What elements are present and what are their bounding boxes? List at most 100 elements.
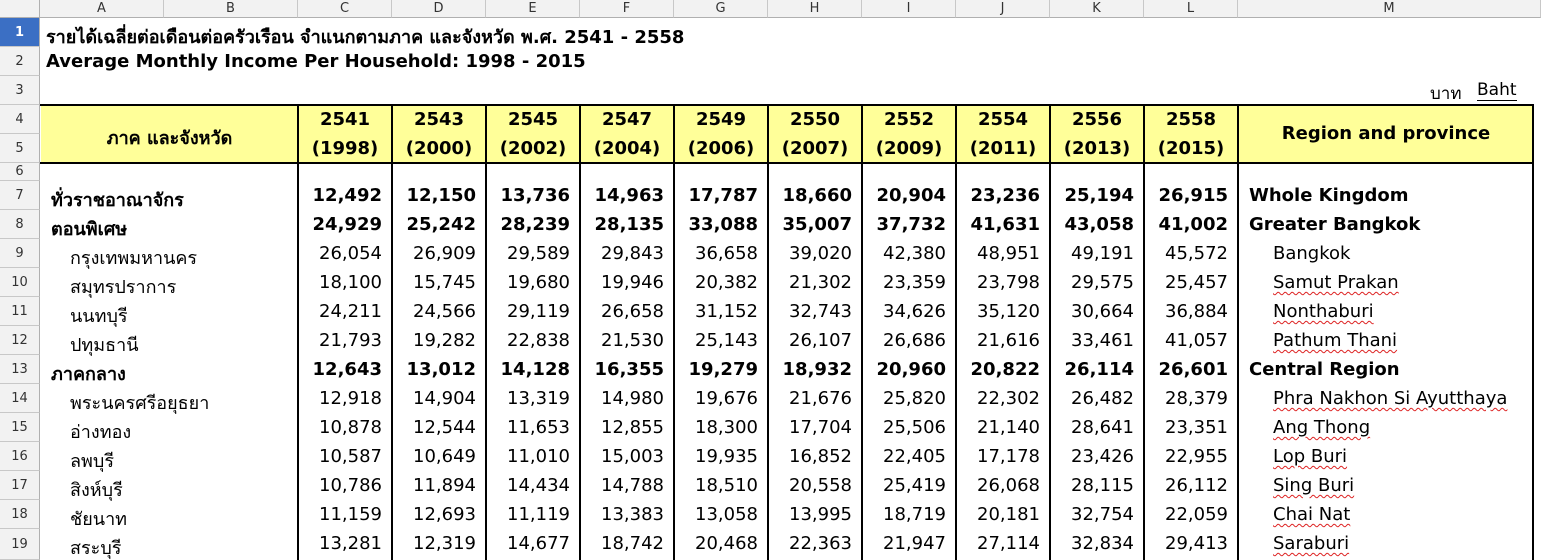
- row-header-11[interactable]: 11: [0, 297, 40, 326]
- value-cell[interactable]: 20,960: [876, 359, 946, 380]
- value-cell[interactable]: 20,558: [789, 475, 852, 496]
- value-cell[interactable]: 21,530: [601, 330, 664, 351]
- column-header-l[interactable]: L: [1144, 0, 1238, 18]
- value-cell[interactable]: 13,058: [695, 504, 758, 525]
- row-header-2[interactable]: 2: [0, 47, 40, 76]
- row-label-english[interactable]: Greater Bangkok: [1249, 214, 1421, 235]
- header-year-ce[interactable]: (1998): [311, 138, 379, 159]
- row-header-7[interactable]: 7: [0, 181, 40, 210]
- value-cell[interactable]: 15,745: [413, 272, 476, 293]
- row-label-thai[interactable]: กรุงเทพมหานคร: [70, 248, 198, 269]
- row-header-13[interactable]: 13: [0, 355, 40, 384]
- row-header-15[interactable]: 15: [0, 413, 40, 442]
- header-year-ce[interactable]: (2002): [499, 138, 567, 159]
- value-cell[interactable]: 32,754: [1071, 504, 1134, 525]
- row-label-english[interactable]: Sing Buri: [1273, 475, 1355, 496]
- row-header-1[interactable]: 1: [0, 18, 40, 47]
- value-cell[interactable]: 18,300: [695, 417, 758, 438]
- row-header-10[interactable]: 10: [0, 268, 40, 297]
- value-cell[interactable]: 18,742: [601, 533, 664, 554]
- value-cell[interactable]: 18,932: [782, 359, 852, 380]
- value-cell[interactable]: 48,951: [977, 243, 1040, 264]
- value-cell[interactable]: 23,236: [970, 185, 1040, 206]
- column-header-m[interactable]: M: [1238, 0, 1541, 18]
- row-header-8[interactable]: 8: [0, 210, 40, 239]
- value-cell[interactable]: 35,120: [977, 301, 1040, 322]
- row-label-english[interactable]: Chai Nat: [1273, 504, 1351, 525]
- row-label-english[interactable]: Samut Prakan: [1273, 272, 1399, 293]
- value-cell[interactable]: 14,434: [507, 475, 570, 496]
- value-cell[interactable]: 20,468: [695, 533, 758, 554]
- row-header-12[interactable]: 12: [0, 326, 40, 355]
- value-cell[interactable]: 18,719: [883, 504, 946, 525]
- row-label-thai[interactable]: ทั่วราชอาณาจักร: [51, 190, 184, 211]
- value-cell[interactable]: 11,159: [319, 504, 382, 525]
- row-label-thai[interactable]: อ่างทอง: [70, 422, 132, 443]
- header-year-be[interactable]: 2550: [789, 109, 841, 130]
- unit-english[interactable]: Baht: [1477, 80, 1517, 101]
- value-cell[interactable]: 26,068: [977, 475, 1040, 496]
- value-cell[interactable]: 28,115: [1071, 475, 1134, 496]
- value-cell[interactable]: 22,059: [1165, 504, 1228, 525]
- value-cell[interactable]: 16,355: [594, 359, 664, 380]
- value-cell[interactable]: 18,510: [695, 475, 758, 496]
- row-label-english[interactable]: Whole Kingdom: [1249, 185, 1409, 206]
- value-cell[interactable]: 18,100: [319, 272, 382, 293]
- header-year-ce[interactable]: (2009): [875, 138, 943, 159]
- header-region-thai[interactable]: ภาค และจังหวัด: [106, 128, 233, 149]
- value-cell[interactable]: 26,107: [789, 330, 852, 351]
- header-year-be[interactable]: 2541: [319, 109, 371, 130]
- row-label-thai[interactable]: ปทุมธานี: [70, 335, 139, 356]
- value-cell[interactable]: 22,955: [1165, 446, 1228, 467]
- value-cell[interactable]: 26,054: [319, 243, 382, 264]
- row-label-thai[interactable]: ชัยนาท: [70, 509, 128, 530]
- value-cell[interactable]: 25,143: [695, 330, 758, 351]
- value-cell[interactable]: 14,677: [507, 533, 570, 554]
- value-cell[interactable]: 42,380: [883, 243, 946, 264]
- unit-thai[interactable]: บาท: [1430, 84, 1462, 104]
- value-cell[interactable]: 21,947: [883, 533, 946, 554]
- value-cell[interactable]: 22,302: [977, 388, 1040, 409]
- value-cell[interactable]: 21,140: [977, 417, 1040, 438]
- row-label-thai[interactable]: ภาคกลาง: [51, 364, 126, 385]
- value-cell[interactable]: 24,929: [312, 214, 382, 235]
- header-year-ce[interactable]: (2015): [1157, 138, 1225, 159]
- row-label-thai[interactable]: ตอนพิเศษ: [51, 219, 128, 240]
- column-header-g[interactable]: G: [674, 0, 768, 18]
- value-cell[interactable]: 14,788: [601, 475, 664, 496]
- value-cell[interactable]: 19,680: [507, 272, 570, 293]
- row-header-4[interactable]: 4: [0, 105, 40, 134]
- value-cell[interactable]: 19,279: [688, 359, 758, 380]
- value-cell[interactable]: 33,461: [1071, 330, 1134, 351]
- title-thai[interactable]: รายได้เฉลี่ยต่อเดือนต่อครัวเรือน จำแนกตา…: [46, 27, 685, 48]
- row-label-english[interactable]: Ang Thong: [1273, 417, 1371, 438]
- header-year-ce[interactable]: (2004): [593, 138, 661, 159]
- value-cell[interactable]: 17,704: [789, 417, 852, 438]
- header-year-ce[interactable]: (2006): [687, 138, 755, 159]
- row-label-english[interactable]: Phra Nakhon Si Ayutthaya: [1273, 388, 1508, 409]
- value-cell[interactable]: 49,191: [1071, 243, 1134, 264]
- value-cell[interactable]: 26,482: [1071, 388, 1134, 409]
- header-year-be[interactable]: 2543: [413, 109, 465, 130]
- value-cell[interactable]: 25,419: [883, 475, 946, 496]
- select-all-corner[interactable]: [0, 0, 40, 18]
- value-cell[interactable]: 12,693: [413, 504, 476, 525]
- value-cell[interactable]: 30,664: [1071, 301, 1134, 322]
- value-cell[interactable]: 19,282: [413, 330, 476, 351]
- value-cell[interactable]: 36,884: [1165, 301, 1228, 322]
- value-cell[interactable]: 21,616: [977, 330, 1040, 351]
- value-cell[interactable]: 21,793: [319, 330, 382, 351]
- value-cell[interactable]: 23,359: [883, 272, 946, 293]
- header-year-ce[interactable]: (2013): [1063, 138, 1131, 159]
- value-cell[interactable]: 13,319: [507, 388, 570, 409]
- value-cell[interactable]: 28,135: [594, 214, 664, 235]
- value-cell[interactable]: 13,736: [500, 185, 570, 206]
- value-cell[interactable]: 35,007: [782, 214, 852, 235]
- value-cell[interactable]: 26,915: [1158, 185, 1228, 206]
- row-header-6[interactable]: 6: [0, 163, 40, 181]
- value-cell[interactable]: 10,649: [413, 446, 476, 467]
- value-cell[interactable]: 26,909: [413, 243, 476, 264]
- row-label-english[interactable]: Central Region: [1249, 359, 1400, 380]
- row-header-14[interactable]: 14: [0, 384, 40, 413]
- row-label-thai[interactable]: พระนครศรีอยุธยา: [70, 393, 210, 414]
